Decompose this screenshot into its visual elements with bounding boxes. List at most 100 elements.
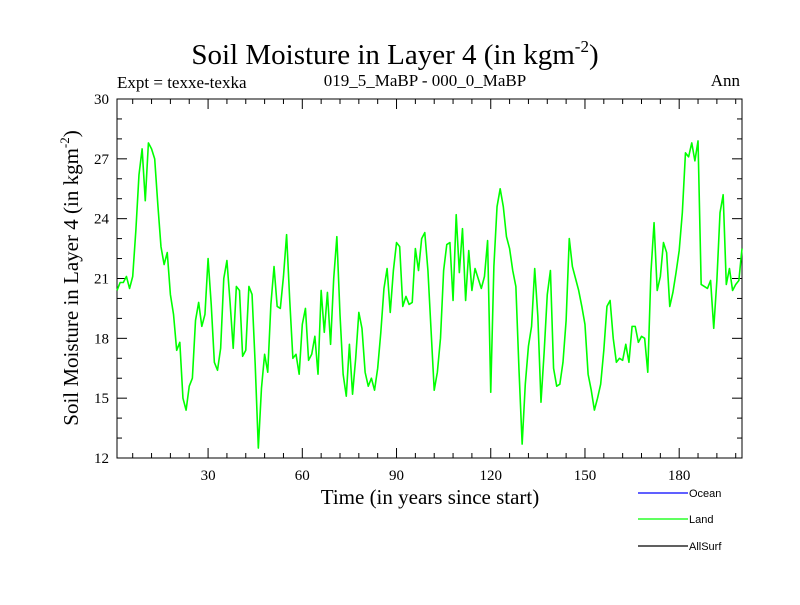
data-point	[647, 372, 648, 373]
data-point	[474, 268, 475, 269]
data-point	[214, 362, 215, 363]
data-point	[226, 260, 227, 261]
data-point	[682, 212, 683, 213]
data-point	[719, 212, 720, 213]
data-point	[635, 326, 636, 327]
data-point	[531, 326, 532, 327]
period-label: 019_5_MaBP - 000_0_MaBP	[324, 71, 526, 90]
data-point	[657, 290, 658, 291]
data-point	[666, 252, 667, 253]
data-point	[280, 308, 281, 309]
data-point	[217, 370, 218, 371]
y-axis-label-main: Soil Moisture in Layer 4 (in kgm	[59, 148, 83, 426]
data-point	[267, 372, 268, 373]
data-point	[707, 288, 708, 289]
data-point	[710, 280, 711, 281]
data-point	[427, 270, 428, 271]
data-point	[204, 314, 205, 315]
data-point	[421, 238, 422, 239]
data-point	[628, 362, 629, 363]
data-point	[346, 396, 347, 397]
data-point	[126, 276, 127, 277]
data-point	[503, 206, 504, 207]
data-point	[578, 290, 579, 291]
data-point	[145, 200, 146, 201]
y-axis-label: Soil Moisture in Layer 4 (in kgm-2)	[57, 130, 83, 425]
data-point	[500, 188, 501, 189]
data-point	[327, 292, 328, 293]
data-point	[223, 278, 224, 279]
data-point	[506, 236, 507, 237]
y-axis-label-sup: -2	[57, 137, 72, 148]
data-point	[170, 294, 171, 295]
axis-ticks: 30 60 90 120 150 180 12 15 18 21 24 27 30	[94, 92, 742, 484]
data-point	[732, 290, 733, 291]
data-point	[588, 374, 589, 375]
data-point	[273, 266, 274, 267]
data-point	[220, 348, 221, 349]
data-point	[434, 390, 435, 391]
data-point	[396, 242, 397, 243]
data-point	[245, 350, 246, 351]
data-point	[443, 270, 444, 271]
data-point	[697, 140, 698, 141]
data-point	[201, 326, 202, 327]
data-point	[211, 304, 212, 305]
data-point	[716, 280, 717, 281]
data-point	[493, 266, 494, 267]
data-point	[685, 152, 686, 153]
x-tick-label: 150	[574, 468, 597, 484]
data-point	[575, 278, 576, 279]
data-point	[236, 286, 237, 287]
data-point	[669, 306, 670, 307]
data-point	[374, 390, 375, 391]
data-point	[116, 290, 117, 291]
data-point	[515, 286, 516, 287]
data-point	[418, 270, 419, 271]
data-point	[173, 314, 174, 315]
data-point	[496, 206, 497, 207]
data-point	[437, 372, 438, 373]
data-point	[572, 266, 573, 267]
data-point	[481, 288, 482, 289]
data-point	[361, 328, 362, 329]
data-point	[547, 294, 548, 295]
data-point	[452, 300, 453, 301]
data-point	[120, 282, 121, 283]
data-point	[701, 284, 702, 285]
data-point	[242, 356, 243, 357]
data-point	[377, 368, 378, 369]
y-tick-label: 30	[94, 92, 109, 108]
data-point	[349, 344, 350, 345]
data-point	[509, 248, 510, 249]
data-point	[333, 278, 334, 279]
data-point	[258, 447, 259, 448]
x-tick-label: 30	[201, 468, 216, 484]
data-point	[713, 328, 714, 329]
data-point	[446, 244, 447, 245]
data-point	[616, 362, 617, 363]
data-point	[207, 258, 208, 259]
chart-title-main: Soil Moisture in Layer 4 (in kgm	[191, 39, 575, 71]
data-point	[726, 284, 727, 285]
legend-label-ocean: Ocean	[689, 488, 721, 500]
data-point	[352, 394, 353, 395]
data-point	[390, 312, 391, 313]
data-point	[688, 156, 689, 157]
data-point	[663, 242, 664, 243]
data-point	[440, 338, 441, 339]
y-axis-label-close: )	[59, 130, 83, 137]
data-point	[408, 304, 409, 305]
data-point	[229, 302, 230, 303]
data-point	[135, 230, 136, 231]
x-tick-label: 120	[479, 468, 502, 484]
data-point	[286, 234, 287, 235]
data-point	[186, 410, 187, 411]
data-point	[198, 302, 199, 303]
data-point	[600, 384, 601, 385]
data-point	[311, 354, 312, 355]
data-point	[641, 336, 642, 337]
data-point	[164, 264, 165, 265]
x-tick-label: 90	[389, 468, 404, 484]
data-point	[383, 288, 384, 289]
